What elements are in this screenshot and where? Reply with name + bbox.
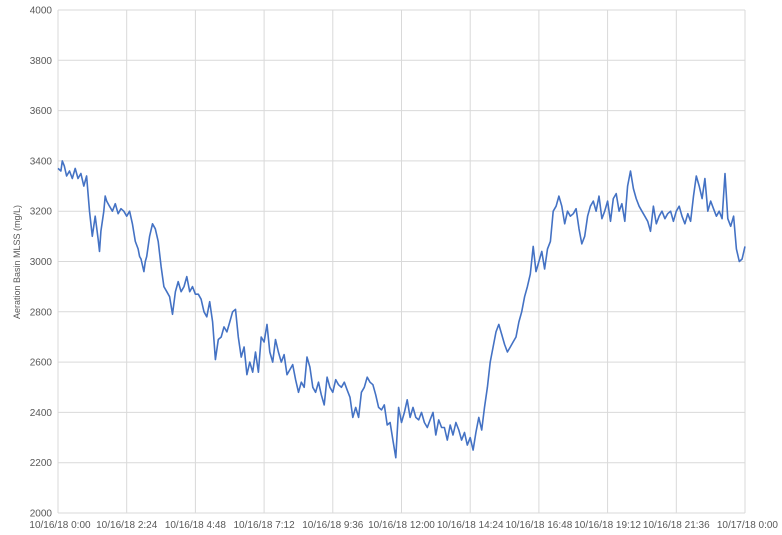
y-tick-label: 2600 — [30, 358, 53, 369]
y-axis-title: Aeration Basin MLSS (mg/L) — [12, 205, 22, 319]
y-tick-label: 2400 — [30, 408, 53, 419]
x-tick-label: 10/17/18 0:00 — [717, 520, 779, 531]
x-tick-label: 10/16/18 12:00 — [368, 520, 435, 531]
y-tick-label: 2000 — [30, 509, 53, 520]
series-line — [57, 160, 746, 459]
x-tick-label: 10/16/18 4:48 — [165, 520, 227, 531]
x-tick-label: 10/16/18 19:12 — [574, 520, 641, 531]
y-tick-label: 3600 — [30, 106, 53, 117]
horizontal-gridlines — [58, 9, 745, 514]
y-tick-label: 2200 — [30, 458, 53, 469]
y-tick-label: 3400 — [30, 156, 53, 167]
x-tick-label: 10/16/18 14:24 — [437, 520, 504, 531]
x-tick-label: 10/16/18 7:12 — [234, 520, 296, 531]
y-tick-label: 3200 — [30, 207, 53, 218]
y-tick-label: 4000 — [30, 6, 53, 17]
x-axis-tick-labels: 10/16/18 0:00 10/16/18 2:24 10/16/18 4:48 1… — [29, 520, 778, 531]
x-tick-label: 10/16/18 16:48 — [506, 520, 573, 531]
x-tick-label: 10/16/18 9:36 — [302, 520, 364, 531]
y-tick-label: 2800 — [30, 307, 53, 318]
x-tick-label: 10/16/18 21:36 — [643, 520, 710, 531]
y-axis-tick-labels: 2000 2200 2400 2600 2800 3000 3200 3400 3600 3800… — [30, 6, 53, 520]
x-tick-label: 10/16/18 2:24 — [96, 520, 158, 531]
y-tick-label: 3000 — [30, 257, 53, 268]
data-series — [57, 160, 746, 459]
x-tick-label: 10/16/18 0:00 — [29, 520, 91, 531]
y-tick-label: 3800 — [30, 56, 53, 67]
